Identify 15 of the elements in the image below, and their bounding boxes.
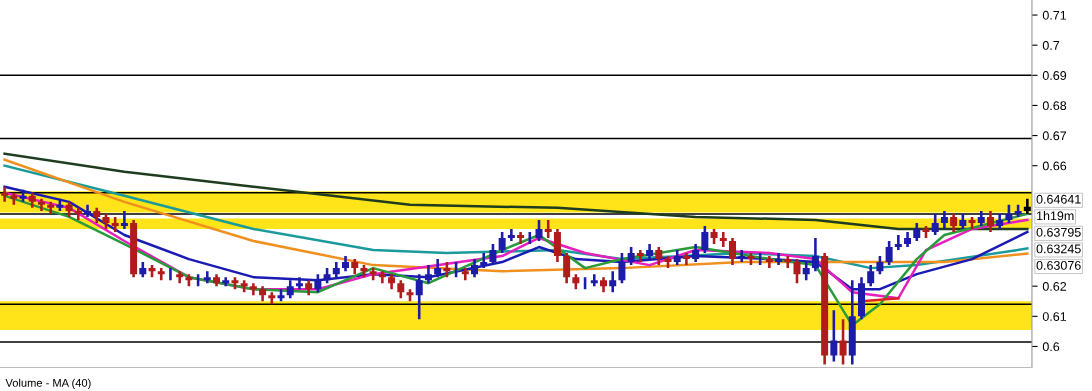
y-tick-label: 0.61 — [1042, 312, 1067, 321]
text: Volume - MA (40) — [5, 378, 91, 390]
text: 0.63076 — [1036, 260, 1081, 270]
y-tick-label: 0.68 — [1042, 101, 1067, 111]
y-tick-label: 0.6 — [1042, 342, 1060, 352]
y-tick-label: 0.71 — [1042, 10, 1067, 20]
text: 1h19m — [1037, 211, 1074, 221]
y-tick-label: 0.7 — [1042, 40, 1060, 50]
text: 0.63795 — [1036, 227, 1081, 237]
text: 0.63245 — [1036, 244, 1081, 254]
y-tick-label: 0.67 — [1042, 131, 1067, 141]
y-tick-label: 0.66 — [1042, 161, 1067, 171]
y-tick-label: 0.62 — [1042, 282, 1067, 291]
y-tick-label: 0.69 — [1042, 71, 1067, 80]
text: 0.64641 — [1036, 194, 1081, 204]
